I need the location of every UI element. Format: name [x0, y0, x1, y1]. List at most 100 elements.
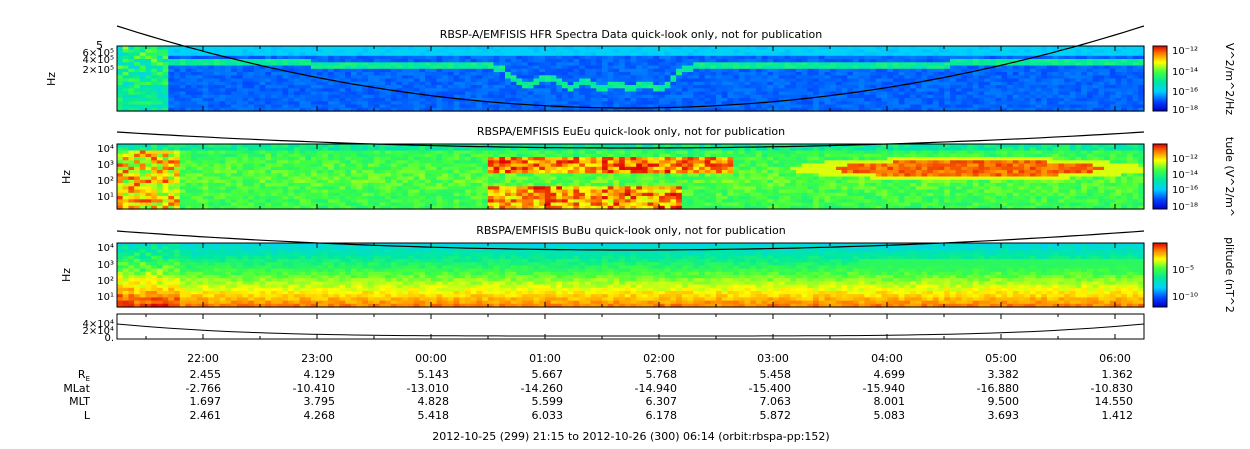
spectrogram-cell	[476, 68, 483, 73]
spectrogram-cell	[390, 62, 398, 67]
spectrogram-cell	[333, 72, 341, 76]
spectrogram-cell	[293, 55, 301, 60]
spectrogram-cell	[299, 107, 306, 112]
spectrogram-cell	[276, 59, 284, 63]
spectrogram-cell	[396, 52, 403, 57]
spectrogram-cell	[191, 72, 198, 76]
spectrogram-cell	[442, 85, 449, 89]
spectrogram-cell	[379, 62, 386, 67]
spectrogram-cell	[299, 65, 306, 70]
spectrogram-cell	[459, 81, 466, 86]
spectrogram-cell	[225, 46, 232, 50]
spectrogram-cell	[465, 75, 472, 80]
spectrogram-cell	[208, 75, 215, 80]
spectrogram-cell	[516, 72, 523, 76]
spectrogram-cell	[390, 107, 398, 112]
spectrogram-cell	[419, 75, 426, 80]
spectrogram-cell	[419, 55, 426, 60]
spectrogram-cell	[196, 81, 204, 86]
spectrogram-cell	[385, 85, 392, 89]
spectrogram-cell	[208, 65, 215, 70]
spectrogram-cell	[579, 94, 586, 99]
spectrogram-cell	[145, 65, 152, 70]
spectrogram-cell	[408, 46, 415, 50]
spectrogram-cell	[544, 65, 552, 70]
spectrogram-cell	[413, 94, 420, 99]
spectrogram-cell	[322, 75, 329, 80]
spectrogram-cell	[505, 75, 512, 80]
spectrogram-cell	[316, 101, 323, 106]
spectrogram-cell	[311, 88, 318, 93]
spectrogram-cell	[276, 94, 284, 99]
spectrogram-cell	[567, 52, 574, 57]
spectrogram-cell	[505, 49, 512, 54]
spectrogram-cell	[430, 68, 438, 73]
spectrogram-cell	[505, 46, 512, 50]
spectrogram-cell	[487, 46, 495, 50]
spectrogram-cell	[117, 81, 124, 86]
spectrogram-cell	[453, 101, 460, 106]
spectrogram-cell	[510, 88, 517, 93]
spectrogram-cell	[453, 88, 460, 93]
spectrogram-cell	[356, 91, 363, 96]
spectrogram-cell	[322, 107, 329, 112]
spectrogram-cell	[345, 78, 352, 83]
spectrogram-cell	[522, 104, 529, 109]
spectrogram-cell	[447, 55, 455, 60]
spectrogram-cell	[402, 55, 409, 60]
spectrogram-cell	[430, 49, 438, 54]
spectrogram-cell	[385, 59, 392, 63]
spectrogram-cell	[333, 78, 341, 83]
spectrogram-cell	[231, 91, 238, 96]
spectrogram-cell	[539, 81, 546, 86]
spectrogram-cell	[459, 52, 466, 57]
spectrogram-cell	[248, 75, 255, 80]
spectrogram-cell	[282, 98, 289, 102]
spectrogram-cell	[425, 104, 432, 109]
spectrogram-cell	[527, 107, 535, 112]
spectrogram-cell	[265, 59, 272, 63]
spectrogram-cell	[185, 91, 192, 96]
spectrogram-cell	[117, 52, 124, 57]
spectrogram-cell	[151, 101, 158, 106]
spectrogram-cell	[379, 94, 386, 99]
spectrogram-cell	[368, 78, 375, 83]
spectrogram-cell	[276, 72, 284, 76]
spectrogram-cell	[482, 62, 489, 67]
spectrogram-cell	[584, 49, 592, 54]
spectrogram-cell	[214, 104, 221, 109]
spectrogram-cell	[390, 46, 398, 50]
spectrogram-cell	[510, 55, 517, 60]
spectrogram-cell	[299, 78, 306, 83]
spectrogram-cell	[339, 65, 346, 70]
spectrogram-cell	[345, 101, 352, 106]
spectrogram-cell	[328, 68, 335, 73]
spectrogram-cell	[550, 85, 557, 89]
spectrogram-cell	[208, 107, 215, 112]
spectrogram-cell	[499, 75, 506, 80]
spectrogram-cell	[293, 81, 301, 86]
spectrogram-cell	[225, 49, 232, 54]
spectrogram-cell	[447, 68, 455, 73]
spectrogram-cell	[322, 78, 329, 83]
spectrogram-cell	[550, 107, 557, 112]
spectrogram-cell	[322, 88, 329, 93]
spectrogram-cell	[316, 46, 323, 50]
spectrogram-cell	[162, 65, 169, 70]
spectrogram-cell	[419, 85, 426, 89]
spectrogram-cell	[442, 68, 449, 73]
spectrogram-cell	[408, 52, 415, 57]
spectrogram-cell	[214, 78, 221, 83]
spectrogram-cell	[191, 98, 198, 102]
spectrogram-cell	[156, 62, 164, 67]
spectrogram-cell	[288, 98, 295, 102]
spectrogram-cell	[117, 59, 124, 63]
spectrogram-cell	[442, 101, 449, 106]
spectrogram-cell	[276, 107, 284, 112]
spectrogram-cell	[584, 72, 592, 76]
spectrogram-cell	[436, 75, 443, 80]
spectrogram-cell	[345, 75, 352, 80]
spectrogram-cell	[550, 52, 557, 57]
spectrogram-cell	[579, 52, 586, 57]
spectrogram-cell	[345, 72, 352, 76]
